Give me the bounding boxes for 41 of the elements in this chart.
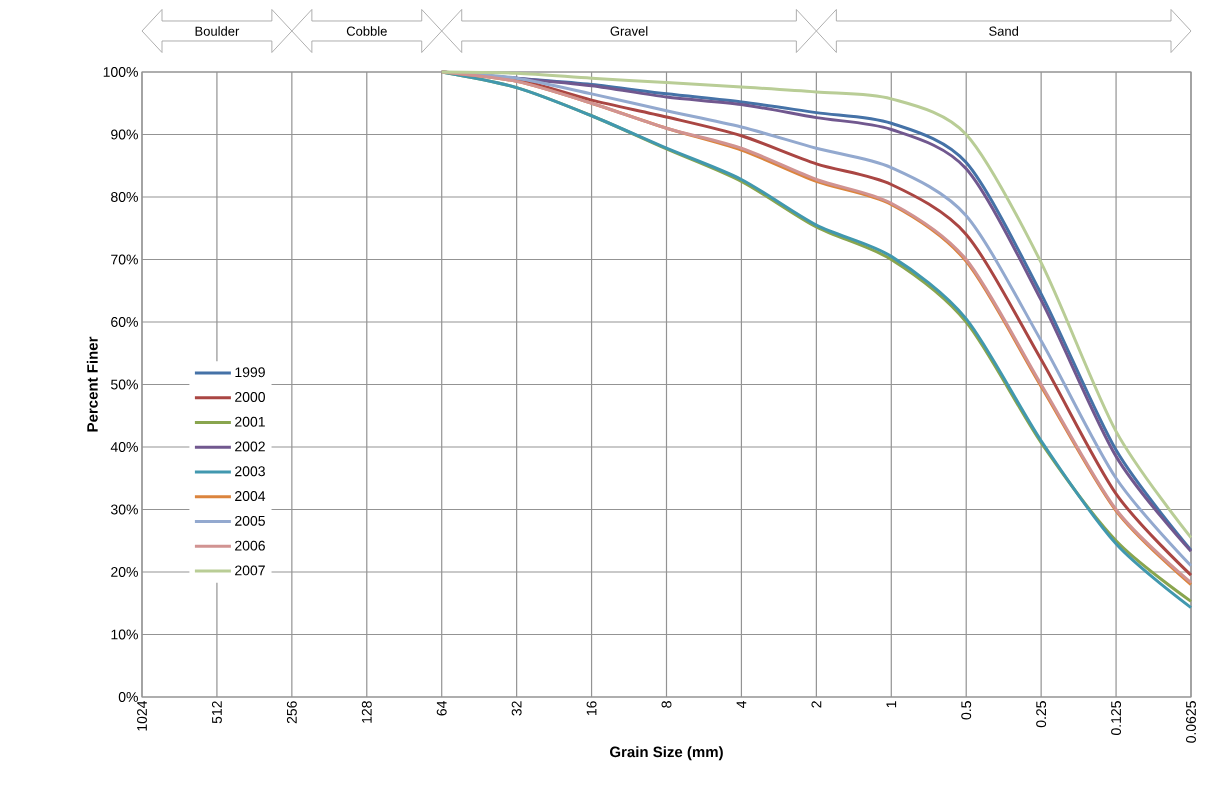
x-tick-label: 128: [361, 701, 372, 723]
text: Cobble: [346, 26, 387, 36]
y-tick-label: 100%: [103, 67, 138, 77]
text: Boulder: [195, 26, 240, 36]
x-tick-label: 64: [436, 700, 447, 716]
text: Gravel: [610, 26, 648, 36]
legend-label: 2004: [235, 491, 266, 502]
legend-label: 1999: [235, 367, 265, 378]
y-tick-label: 70%: [111, 254, 138, 265]
x-tick-label: 32: [511, 701, 522, 716]
x-tick-label: 256: [286, 701, 297, 724]
x-tick-label: 0.125: [1111, 701, 1122, 736]
legend-label: 2005: [235, 515, 265, 526]
x-tick-label: 0.25: [1036, 701, 1047, 728]
y-tick-label: 50%: [111, 379, 138, 390]
x-tick-label: 8: [661, 701, 672, 708]
text: Sand: [989, 26, 1019, 36]
legend-label: 2001: [235, 416, 265, 427]
y-tick-label: 40%: [110, 442, 138, 452]
x-tick-label: 0.0625: [1186, 701, 1196, 743]
y-tick-label: 60%: [111, 317, 138, 327]
x-tick-label: 16: [586, 701, 597, 716]
x-tick-label: 4: [736, 700, 747, 708]
x-tick-label: 0.5: [961, 701, 972, 720]
y-tick-label: 20%: [111, 567, 138, 577]
y-axis-title: Percent Finer: [86, 336, 98, 432]
y-tick-label: 10%: [111, 629, 138, 640]
y-tick-label: 80%: [111, 192, 138, 202]
legend-label: 2007: [235, 565, 265, 576]
x-axis-title: Grain Size (mm): [610, 746, 723, 761]
y-tick-label: 0%: [118, 692, 138, 702]
legend-label: 2000: [235, 392, 265, 402]
x-tick-label: 1: [886, 701, 897, 708]
legend-label: 2003: [235, 466, 265, 477]
legend-label: 2006: [235, 540, 265, 551]
legend-label: 2002: [235, 441, 265, 452]
y-tick-label: 90%: [111, 129, 138, 140]
x-tick-label: 2: [811, 701, 822, 708]
x-tick-label: 1024: [137, 700, 147, 731]
y-tick-label: 30%: [110, 504, 138, 515]
x-tick-label: 512: [211, 701, 222, 724]
